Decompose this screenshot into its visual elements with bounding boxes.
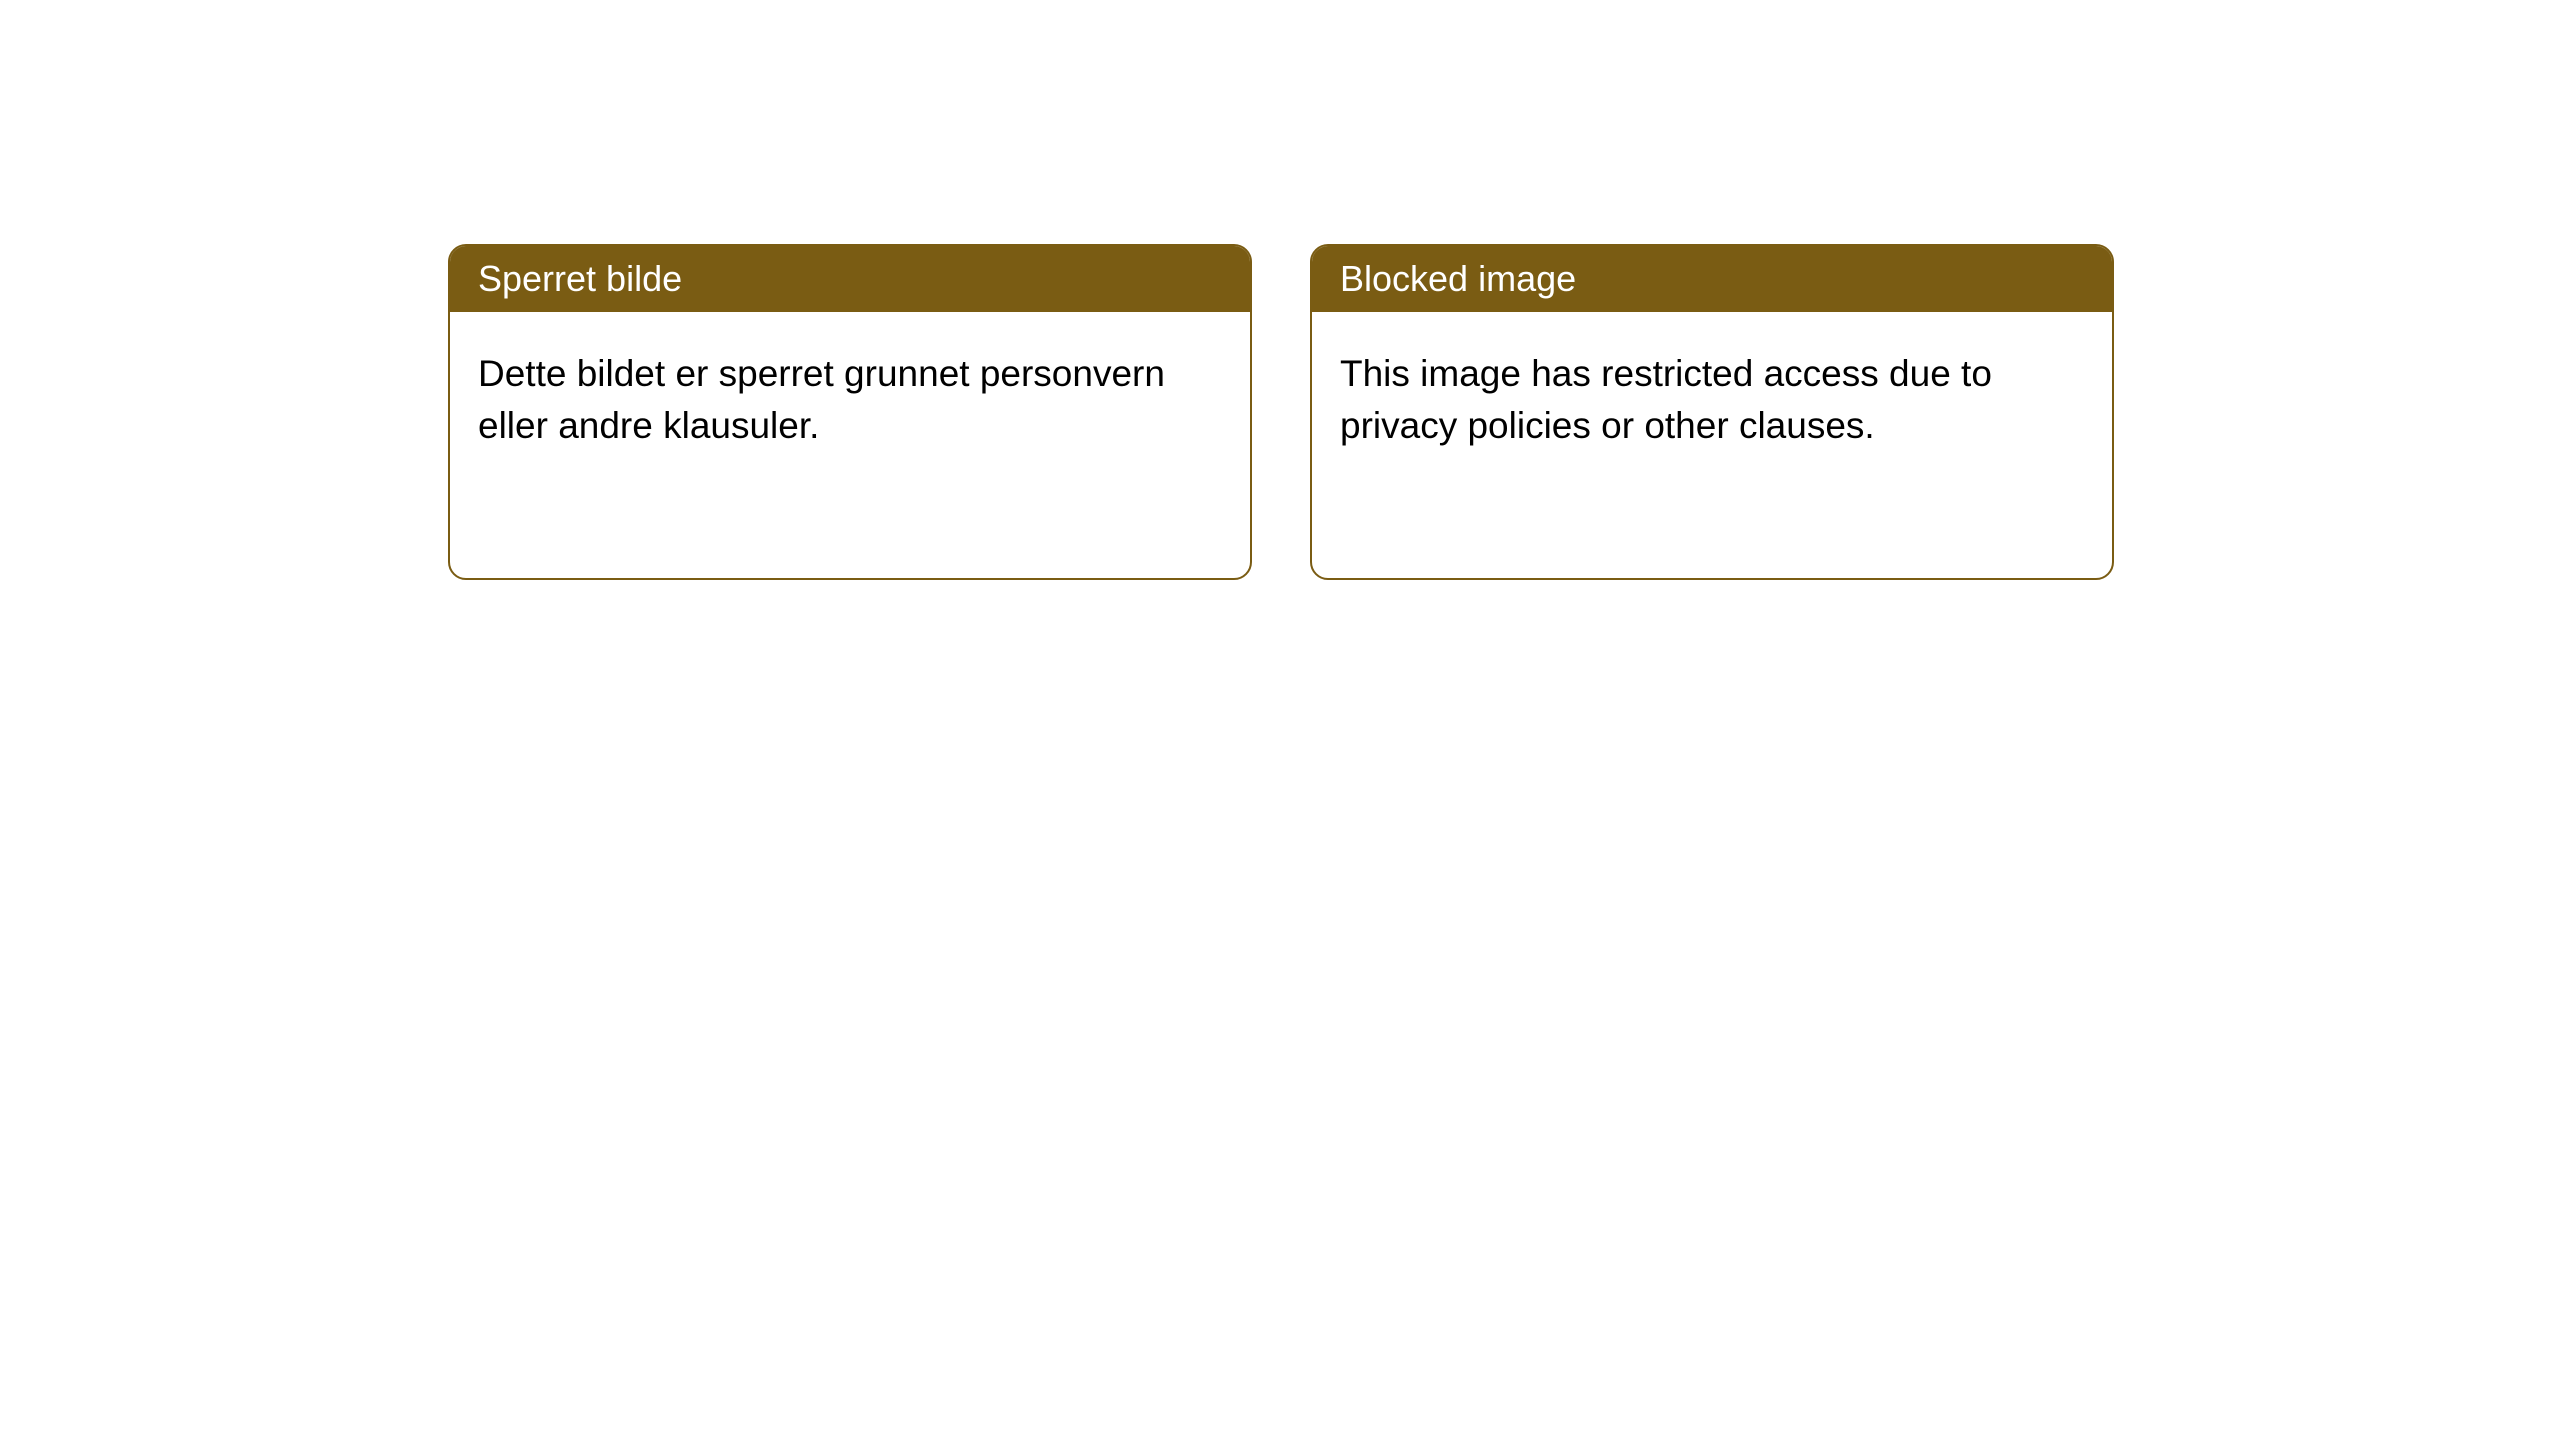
notice-header: Blocked image bbox=[1312, 246, 2112, 312]
notice-title: Sperret bilde bbox=[478, 258, 682, 299]
notice-body: This image has restricted access due to … bbox=[1312, 312, 2112, 488]
notice-card-english: Blocked image This image has restricted … bbox=[1310, 244, 2114, 580]
notice-body: Dette bildet er sperret grunnet personve… bbox=[450, 312, 1250, 488]
notice-title: Blocked image bbox=[1340, 258, 1576, 299]
notice-body-text: This image has restricted access due to … bbox=[1340, 353, 1992, 446]
notice-body-text: Dette bildet er sperret grunnet personve… bbox=[478, 353, 1165, 446]
notice-card-norwegian: Sperret bilde Dette bildet er sperret gr… bbox=[448, 244, 1252, 580]
notice-header: Sperret bilde bbox=[450, 246, 1250, 312]
notice-container: Sperret bilde Dette bildet er sperret gr… bbox=[448, 244, 2114, 580]
